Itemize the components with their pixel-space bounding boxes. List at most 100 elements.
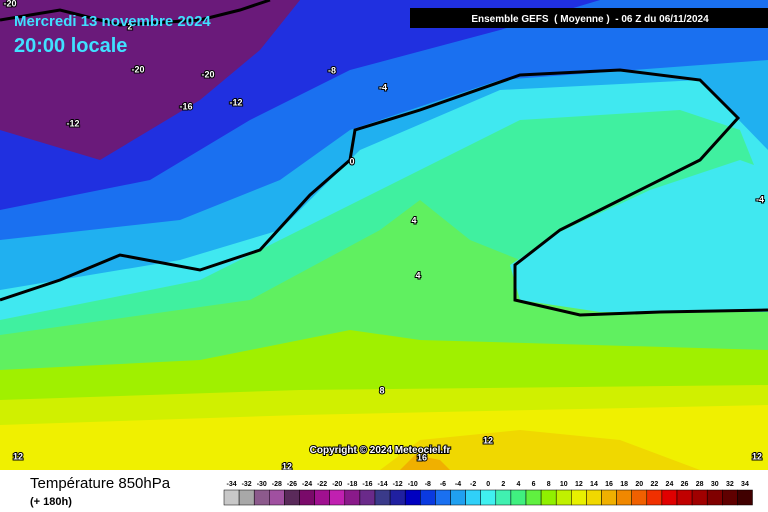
legend-label: -22: [317, 481, 327, 488]
legend-swatch: [601, 489, 617, 506]
legend-label: 22: [650, 481, 658, 488]
legend-label: 34: [741, 481, 749, 488]
legend-label: 26: [681, 481, 689, 488]
legend-swatch: [374, 489, 391, 506]
legend-label: 30: [711, 481, 719, 488]
legend-swatch: [359, 489, 376, 506]
color-legend: -34 -32 -30 -28 -26 -24 -22 -20 -18 -16 -14 -12 -10-…: [223, 481, 753, 506]
legend-swatch: [616, 489, 632, 506]
legend-label: -12: [393, 481, 403, 488]
legend-label: -14: [377, 481, 387, 488]
legend-label: -10: [408, 481, 418, 488]
legend-label: 16: [605, 481, 613, 488]
contour-label: 4: [415, 270, 420, 280]
temperature-field: [0, 0, 768, 470]
legend-label: 20: [635, 481, 643, 488]
legend-swatch: [586, 489, 602, 506]
lead-time: (+ 180h): [30, 496, 72, 508]
legend-label: 32: [726, 481, 734, 488]
legend-swatch: [420, 489, 436, 506]
legend-swatch: [555, 489, 572, 506]
contour-labels: -20 2 -20 -20 -8 -4 -16 -12 -12 0 4 4 8 …: [2, 0, 765, 472]
legend-swatch: [450, 489, 466, 506]
legend-swatch: [238, 489, 255, 506]
legend-label: -18: [347, 481, 357, 488]
contour: [0, 0, 271, 27]
legend-label: -6: [440, 481, 446, 488]
contour-label: -4: [379, 82, 387, 92]
footer-title: Température 850hPa: [30, 475, 171, 492]
legend-label: 8: [547, 481, 551, 488]
zero-contour: [0, 68, 768, 317]
contour-label: 12: [752, 451, 762, 461]
legend-swatch: [691, 489, 708, 506]
legend-swatch: [299, 489, 315, 506]
legend-swatch: [465, 489, 481, 506]
legend-swatch: [389, 489, 406, 506]
legend-swatch: [284, 489, 300, 506]
contour-label: -4: [756, 194, 764, 204]
legend-label: -26: [287, 481, 297, 488]
contour-label: 0: [349, 156, 354, 166]
legend-swatch: [676, 489, 693, 506]
contour-label: -20: [3, 0, 16, 8]
contour-label: 12: [13, 451, 23, 461]
contour-label: -12: [66, 118, 79, 128]
contour-label: 2: [127, 21, 132, 31]
legend-label: 14: [590, 481, 598, 488]
legend-label: -24: [302, 481, 312, 488]
legend-swatch: [253, 489, 270, 506]
legend-label: -30: [257, 481, 267, 488]
legend-swatch: [223, 489, 240, 506]
legend-label: 28: [696, 481, 704, 488]
contour-label: -8: [328, 65, 336, 75]
legend-label: 0: [486, 481, 490, 488]
legend-swatch: [269, 489, 285, 506]
contour-label: 12: [483, 435, 493, 445]
legend-label: 24: [666, 481, 674, 488]
legend-label: -34: [226, 481, 236, 488]
legend-swatch: [344, 489, 361, 506]
contour-label: 12: [282, 461, 292, 471]
legend-label: -4: [455, 481, 461, 488]
legend-label: 10: [560, 481, 568, 488]
legend-swatch: [525, 489, 542, 506]
legend-label: 4: [516, 481, 520, 488]
model-banner: [410, 8, 768, 28]
contour-label: -20: [201, 69, 214, 79]
legend-label: 12: [575, 481, 583, 488]
date: Mercredi 13 novembre 2024: [14, 13, 211, 30]
legend-label: 6: [532, 481, 536, 488]
contour-label: -12: [229, 97, 242, 107]
legend-label: -32: [242, 481, 252, 488]
legend-swatch: [571, 489, 587, 506]
local-time: 20:00 locale: [14, 35, 127, 57]
legend-label: -2: [470, 481, 476, 488]
contour-label: -16: [179, 101, 192, 111]
legend-swatch: [540, 489, 557, 506]
legend-label: -20: [332, 481, 342, 488]
model-info: Ensemble GEFS ( Moyenne ) - 06 Z du 06/1…: [471, 14, 709, 25]
contour-label: 16: [417, 452, 427, 462]
legend-swatch: [722, 489, 738, 506]
legend-swatch: [737, 489, 753, 506]
legend-swatch: [404, 489, 421, 506]
legend-swatch: [314, 489, 330, 506]
legend-swatch: [495, 489, 512, 506]
legend-label: -16: [362, 481, 372, 488]
legend-swatch: [480, 489, 497, 506]
legend-label: 2: [501, 481, 505, 488]
legend-label: -28: [272, 481, 282, 488]
legend-label: 18: [620, 481, 628, 488]
legend-swatch: [661, 489, 678, 506]
legend-swatch: [646, 489, 663, 506]
contour-label: 8: [379, 385, 384, 395]
legend-swatch: [631, 489, 648, 506]
legend-swatch: [435, 489, 451, 506]
legend-swatch: [510, 489, 527, 506]
legend-label: -8: [425, 481, 431, 488]
copyright: Copyright © 2024 Meteociel.fr: [310, 445, 451, 456]
legend-swatch: [329, 489, 346, 506]
contour-label: 4: [411, 215, 416, 225]
